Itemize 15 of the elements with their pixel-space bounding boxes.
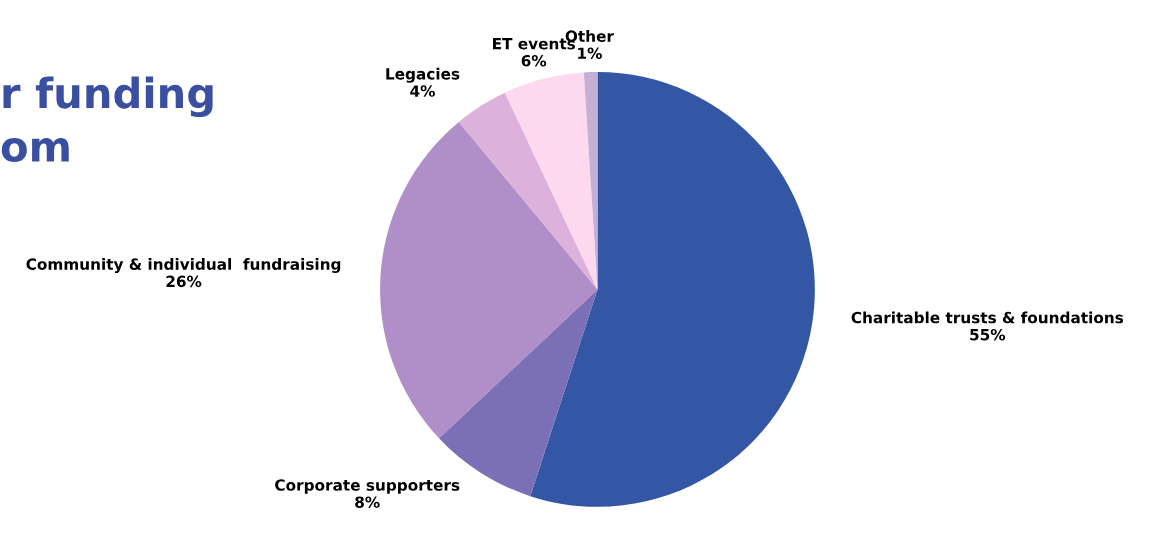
data-label: 6% (521, 54, 547, 67)
pie-slice (530, 71, 815, 507)
pie-slice (380, 121, 598, 439)
text: r funding om (1, 76, 213, 163)
slice-label: Corporate supporters (275, 479, 460, 494)
slice-label: Legacies (386, 67, 460, 83)
data-label: 55% (970, 328, 1006, 341)
data-label: 8% (355, 496, 380, 508)
pie-slice (458, 92, 598, 290)
data-label: 1% (578, 47, 602, 60)
slice-label: Community & individual fundraising (26, 258, 341, 273)
slice-label: Charitable trusts & foundations (851, 311, 1124, 324)
data-label: 4% (410, 85, 435, 97)
data-label: 26% (166, 275, 202, 288)
pie-slice (504, 72, 598, 290)
